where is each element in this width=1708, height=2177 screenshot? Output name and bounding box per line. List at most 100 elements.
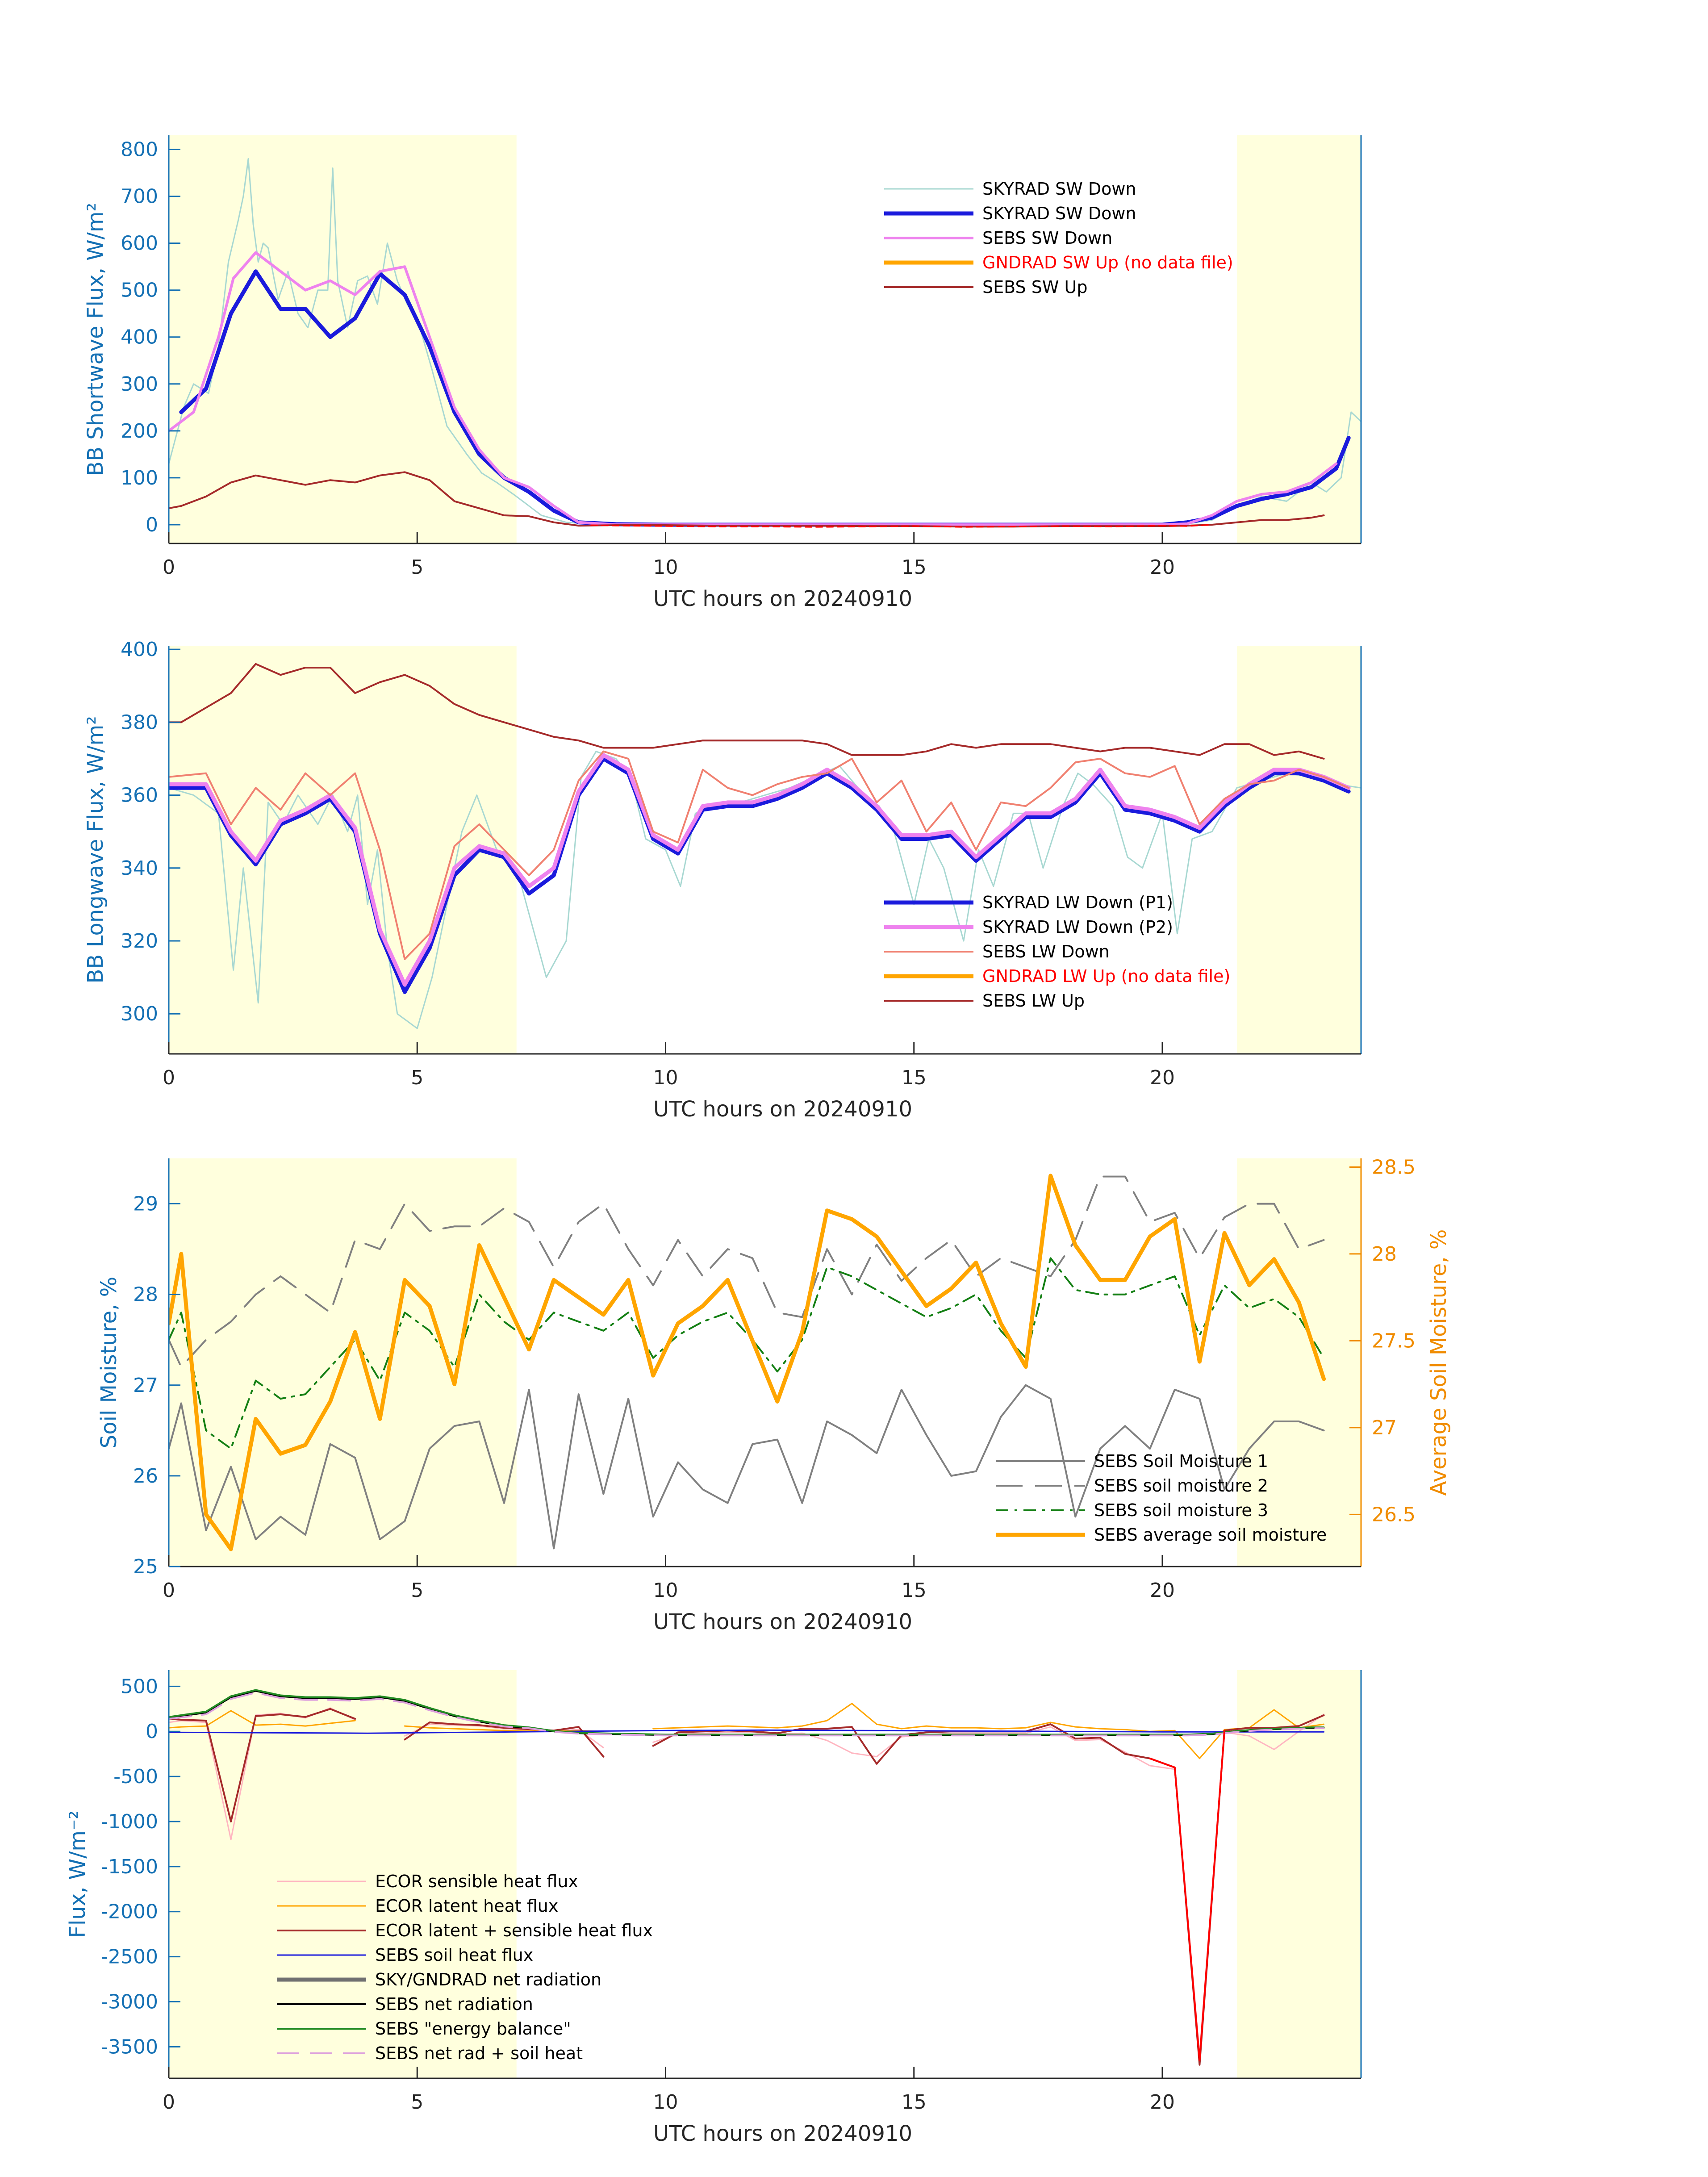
y-tick-label-right: 28.5	[1372, 1156, 1416, 1178]
y-tick-label: 360	[121, 784, 158, 807]
x-tick-label: 5	[411, 1579, 423, 1602]
y-tick-label: -2000	[101, 1901, 158, 1923]
night-shade-band	[1236, 135, 1361, 543]
legend-label: SKY/GNDRAD net radiation	[375, 1970, 601, 1989]
legend-label: SEBS SW Down	[982, 228, 1112, 248]
series-line	[169, 751, 1361, 1029]
x-tick-label: 5	[411, 2091, 423, 2114]
y-tick-label: 400	[121, 638, 158, 661]
x-tick-label: 15	[902, 2091, 927, 2114]
series-line	[169, 1175, 1325, 1368]
x-tick-label: 20	[1150, 556, 1175, 579]
y-tick-label: 100	[121, 467, 158, 489]
legend-label: GNDRAD SW Up (no data file)	[982, 253, 1233, 272]
legend-label: SEBS net radiation	[375, 1994, 533, 2014]
x-tick-label: 20	[1150, 2091, 1175, 2114]
x-tick-label: 10	[653, 1579, 678, 1602]
y-tick-label-right: 28	[1372, 1243, 1397, 1266]
y-tick-label: -1000	[101, 1810, 158, 1833]
legend-label: SKYRAD LW Down (P2)	[982, 917, 1173, 937]
series-line	[169, 1174, 1326, 1551]
series-line	[169, 1257, 1325, 1450]
x-tick-label: 10	[653, 1066, 678, 1089]
x-tick-label: 15	[902, 1066, 927, 1089]
x-tick-label: 5	[411, 1066, 423, 1089]
y-tick-label: 700	[121, 185, 158, 208]
y-tick-label: 800	[121, 138, 158, 161]
night-shade-band	[169, 1670, 517, 2078]
y-tick-label: 26	[133, 1465, 158, 1488]
night-shade-band	[169, 135, 517, 543]
y-tick-label: -1500	[101, 1855, 158, 1878]
legend-label: SEBS soil moisture 2	[1094, 1476, 1268, 1496]
legend-label: SEBS soil heat flux	[375, 1945, 533, 1965]
legend-label: SEBS LW Down	[982, 942, 1110, 961]
x-tick-label: 15	[902, 1579, 927, 1602]
x-axis-label: UTC hours on 20240910	[653, 586, 912, 611]
plot-area	[169, 1689, 1325, 2066]
series-line	[169, 1703, 1325, 1759]
y-tick-label: 200	[121, 420, 158, 443]
panel-4: 0 5 10 15 20 UTC hours on 20240910 -3500 -3000 -…	[65, 1670, 1362, 2146]
x-tick-label: 0	[163, 1066, 175, 1089]
y-tick-label: 300	[121, 373, 158, 396]
series-line	[169, 1729, 1325, 1734]
series-line	[169, 753, 1351, 987]
x-tick-label: 20	[1150, 1066, 1175, 1089]
y-tick-label: 320	[121, 930, 158, 953]
x-tick-label: 0	[163, 2091, 175, 2114]
legend-label: ECOR sensible heat flux	[375, 1872, 578, 1891]
legend: SEBS Soil Moisture 1 SEBS soil moisture 2…	[996, 1451, 1327, 1545]
plot-area	[169, 663, 1361, 1029]
y-tick-label: 0	[146, 514, 158, 536]
y-tick-label: 500	[121, 279, 158, 302]
legend-label: SEBS net rad + soil heat	[375, 2043, 583, 2063]
night-shade-band	[1236, 646, 1361, 1054]
panel-2: 0 5 10 15 20 UTC hours on 20240910 300 320 340 36…	[83, 638, 1362, 1122]
y-tick-label: 600	[121, 232, 158, 255]
y-tick-label: 25	[133, 1555, 158, 1578]
y-tick-label: 340	[121, 857, 158, 880]
legend-label: SEBS soil moisture 3	[1094, 1500, 1268, 1520]
y-tick-label: -3500	[101, 2035, 158, 2058]
y-tick-label: -3000	[101, 1990, 158, 2013]
y-axis-label: Soil Moisture, %	[96, 1277, 121, 1448]
legend: SKYRAD LW Down (P1) SKYRAD LW Down (P2) SE…	[884, 893, 1230, 1011]
x-tick-label: 10	[653, 556, 678, 579]
y-tick-label: 0	[146, 1720, 158, 1743]
series-line	[169, 663, 1325, 760]
legend-label: SEBS Soil Moisture 1	[1094, 1451, 1268, 1471]
y-tick-label: 380	[121, 711, 158, 734]
series-line	[169, 1692, 1325, 1737]
x-axis-label: UTC hours on 20240910	[653, 2121, 912, 2146]
panel-3: 0 5 10 15 20 UTC hours on 20240910 25 26 27 28 29 2…	[96, 1156, 1451, 1634]
panel-1: 0 5 10 15 20 UTC hours on 20240910 0 100 200 300 4…	[83, 135, 1362, 611]
y-tick-label: 28	[133, 1283, 158, 1306]
x-tick-label: 0	[163, 1579, 175, 1602]
plot-area	[169, 158, 1361, 528]
plot-area	[169, 1174, 1326, 1551]
y-tick-label: -500	[113, 1765, 158, 1788]
y-axis-label: BB Shortwave Flux, W/m²	[83, 203, 108, 476]
legend-label: GNDRAD LW Up (no data file)	[982, 966, 1230, 986]
x-axis-label: UTC hours on 20240910	[653, 1097, 912, 1122]
y-tick-label-right: 26.5	[1372, 1503, 1416, 1526]
y-axis-label: Flux, W/m⁻²	[65, 1810, 90, 1938]
legend-label: SEBS LW Up	[982, 991, 1085, 1011]
night-shade-band	[169, 646, 517, 1054]
y-tick-label: 300	[121, 1003, 158, 1025]
y-axis-label: BB Longwave Flux, W/m²	[83, 716, 108, 983]
series-line	[590, 524, 1213, 528]
legend-label: ECOR latent heat flux	[375, 1896, 558, 1916]
x-tick-label: 15	[902, 556, 927, 579]
legend-label: SKYRAD SW Down	[982, 179, 1136, 199]
y-tick-label-right: 27	[1372, 1417, 1397, 1439]
y-tick-label: 500	[121, 1675, 158, 1698]
series-line	[169, 1384, 1325, 1550]
legend-label: SEBS SW Up	[982, 277, 1087, 297]
y-axis-label-right: Average Soil Moisture, %	[1426, 1229, 1451, 1496]
y-tick-label-right: 27.5	[1372, 1329, 1416, 1352]
legend-label: SEBS average soil moisture	[1094, 1525, 1327, 1545]
x-axis-label: UTC hours on 20240910	[653, 1609, 912, 1634]
legend-label: SKYRAD LW Down (P1)	[982, 893, 1173, 912]
